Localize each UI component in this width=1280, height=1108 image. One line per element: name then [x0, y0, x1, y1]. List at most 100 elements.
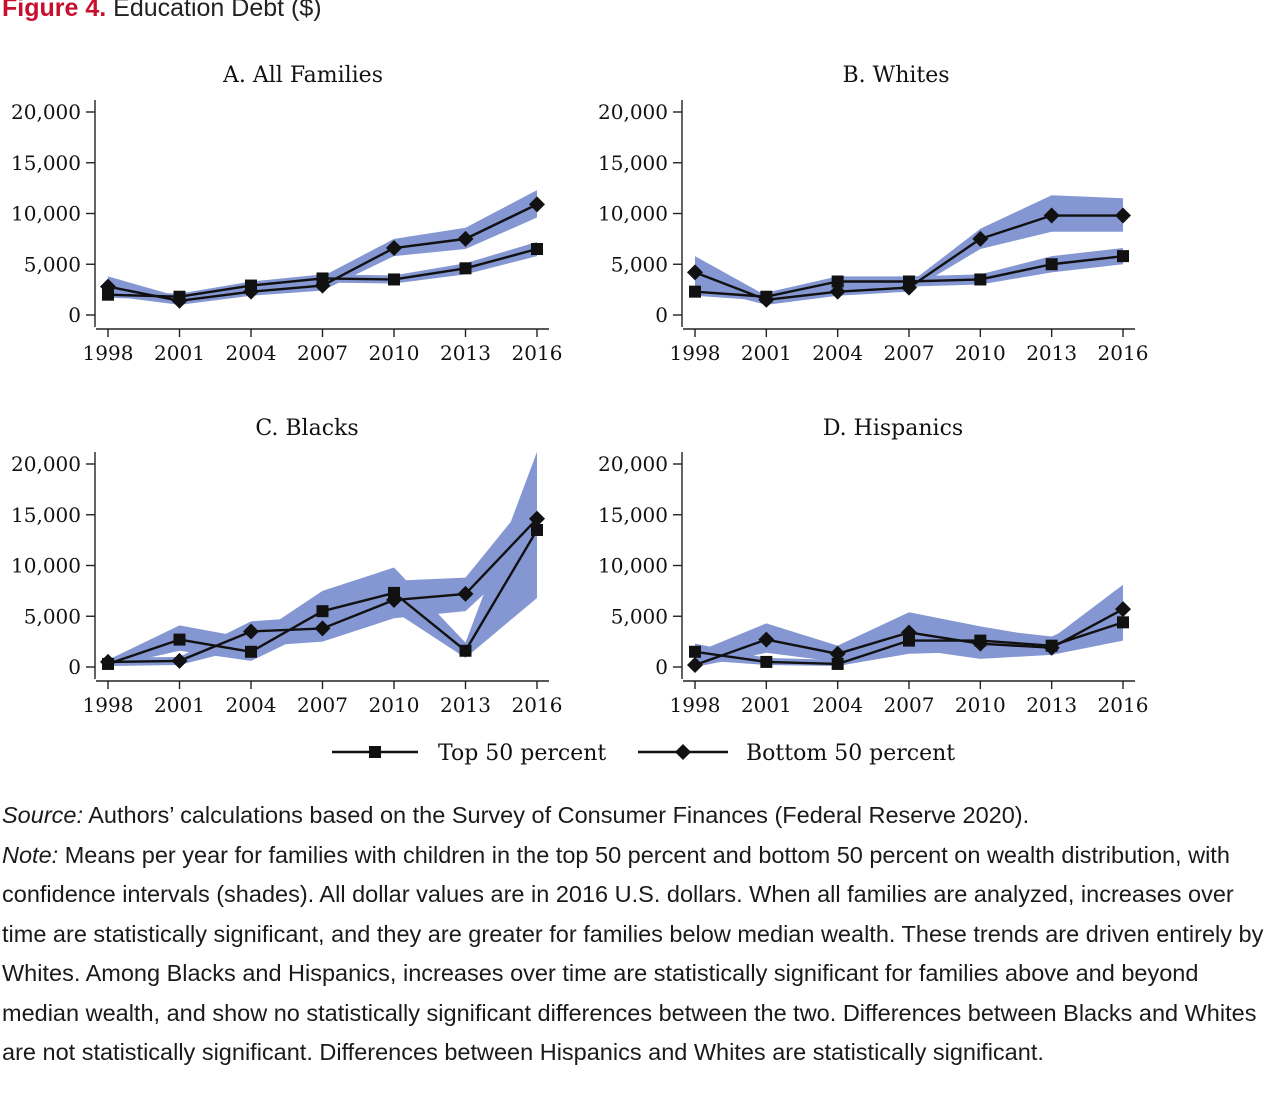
figure-caption: Source: Authors’ calculations based on t…: [2, 796, 1278, 1073]
data-point: [316, 605, 329, 618]
panel-title: C. Blacks: [255, 416, 358, 441]
x-tick-label: 2016: [1098, 693, 1149, 717]
data-point: [758, 291, 775, 308]
data-point: [972, 230, 989, 247]
data-point: [457, 230, 474, 247]
y-tick-label: 5,000: [611, 604, 668, 628]
source-text: Authors’ calculations based on the Surve…: [83, 802, 1030, 828]
y-tick-label: 15,000: [598, 151, 668, 175]
y-tick-label: 10,000: [11, 554, 81, 578]
panel-title: D. Hispanics: [823, 416, 963, 441]
data-point: [314, 277, 331, 294]
y-tick-label: 10,000: [11, 202, 81, 226]
data-point: [974, 273, 987, 286]
x-tick-label: 2010: [955, 693, 1006, 717]
legend-marker: [675, 744, 691, 760]
legend-label: Bottom 50 percent: [746, 741, 955, 766]
x-tick-label: 2010: [955, 341, 1006, 365]
data-point: [245, 645, 257, 658]
x-tick-label: 2013: [440, 341, 491, 365]
x-tick-label: 2013: [1026, 341, 1077, 365]
x-tick-label: 2010: [369, 341, 420, 365]
x-tick-label: 2001: [154, 341, 205, 365]
data-point: [829, 283, 846, 300]
data-point: [831, 657, 844, 670]
data-point: [1115, 207, 1131, 224]
y-tick-label: 0: [655, 655, 668, 679]
note-paragraph: Note: Means per year for families with c…: [2, 836, 1278, 1073]
figure-title: Figure 4. Education Debt ($): [2, 0, 322, 23]
data-point: [1117, 250, 1129, 263]
x-tick-label: 1998: [670, 341, 721, 365]
figure-label: Figure 4.: [2, 0, 107, 22]
x-tick-label: 2004: [226, 341, 277, 365]
x-tick-label: 2007: [884, 341, 935, 365]
x-tick-label: 1998: [83, 693, 134, 717]
y-tick-label: 10,000: [598, 554, 668, 578]
y-tick-label: 0: [655, 303, 668, 327]
data-point: [459, 262, 472, 275]
y-tick-label: 20,000: [598, 100, 668, 124]
data-point: [459, 644, 472, 657]
y-tick-label: 15,000: [11, 503, 81, 527]
y-tick-label: 20,000: [11, 100, 81, 124]
data-point: [758, 631, 775, 648]
data-point: [760, 655, 773, 668]
data-point: [1115, 601, 1131, 618]
data-point: [386, 592, 402, 609]
y-tick-label: 15,000: [11, 151, 81, 175]
chart-panel-3: C. Blacks 0 5,000 10,000 15,000 20,000 1998 200…: [11, 416, 562, 717]
legend: Top 50 percent Bottom 50 percent: [332, 741, 955, 766]
x-tick-label: 2013: [1026, 693, 1077, 717]
data-point: [100, 653, 116, 670]
data-point: [388, 273, 400, 286]
figure-title-text: Education Debt ($): [113, 0, 322, 22]
data-point: [687, 264, 703, 281]
y-tick-label: 0: [68, 655, 81, 679]
x-tick-label: 2001: [154, 693, 205, 717]
data-point: [386, 240, 402, 257]
x-tick-label: 2004: [812, 341, 863, 365]
data-point: [689, 285, 701, 298]
y-tick-label: 15,000: [598, 503, 668, 527]
y-tick-label: 20,000: [11, 452, 81, 476]
x-tick-label: 2016: [1098, 341, 1149, 365]
note-label: Note:: [2, 841, 59, 868]
y-tick-label: 0: [68, 303, 81, 327]
chart-panel-4: D. Hispanics 0 5,000 10,000 15,000 20,000 1998…: [598, 416, 1148, 717]
x-tick-label: 2007: [297, 341, 348, 365]
data-point: [529, 196, 545, 213]
data-point: [531, 243, 543, 256]
source-line: Source: Authors’ calculations based on t…: [2, 796, 1278, 836]
data-point: [173, 633, 186, 646]
data-point: [1043, 639, 1060, 656]
data-point: [687, 656, 703, 673]
data-point: [972, 635, 989, 652]
data-point: [243, 623, 259, 640]
x-tick-label: 2013: [440, 693, 491, 717]
chart-panel-1: A. All Families 0 5,000 10,000 15,000 20,000 1…: [11, 63, 562, 365]
panel-title: B. Whites: [842, 63, 949, 88]
y-tick-label: 5,000: [24, 604, 81, 628]
y-tick-label: 5,000: [611, 252, 668, 276]
chart-panel-2: B. Whites 0 5,000 10,000 15,000 20,000 1998 200…: [598, 63, 1148, 365]
data-point: [529, 510, 545, 527]
x-tick-label: 2004: [226, 693, 277, 717]
data-point: [102, 288, 114, 301]
data-point: [901, 624, 917, 641]
y-tick-label: 10,000: [598, 202, 668, 226]
confidence-band: [695, 248, 1123, 301]
x-tick-label: 2007: [297, 693, 348, 717]
data-point: [171, 652, 188, 669]
y-tick-label: 5,000: [24, 252, 81, 276]
data-point: [243, 283, 259, 300]
x-tick-label: 2016: [512, 341, 563, 365]
data-point: [531, 523, 543, 536]
legend-marker: [369, 746, 381, 758]
x-tick-label: 2016: [512, 693, 563, 717]
data-point: [901, 279, 917, 296]
data-point: [1043, 207, 1060, 224]
x-tick-label: 2001: [741, 693, 792, 717]
x-tick-label: 2004: [812, 693, 863, 717]
data-point: [1045, 258, 1058, 271]
